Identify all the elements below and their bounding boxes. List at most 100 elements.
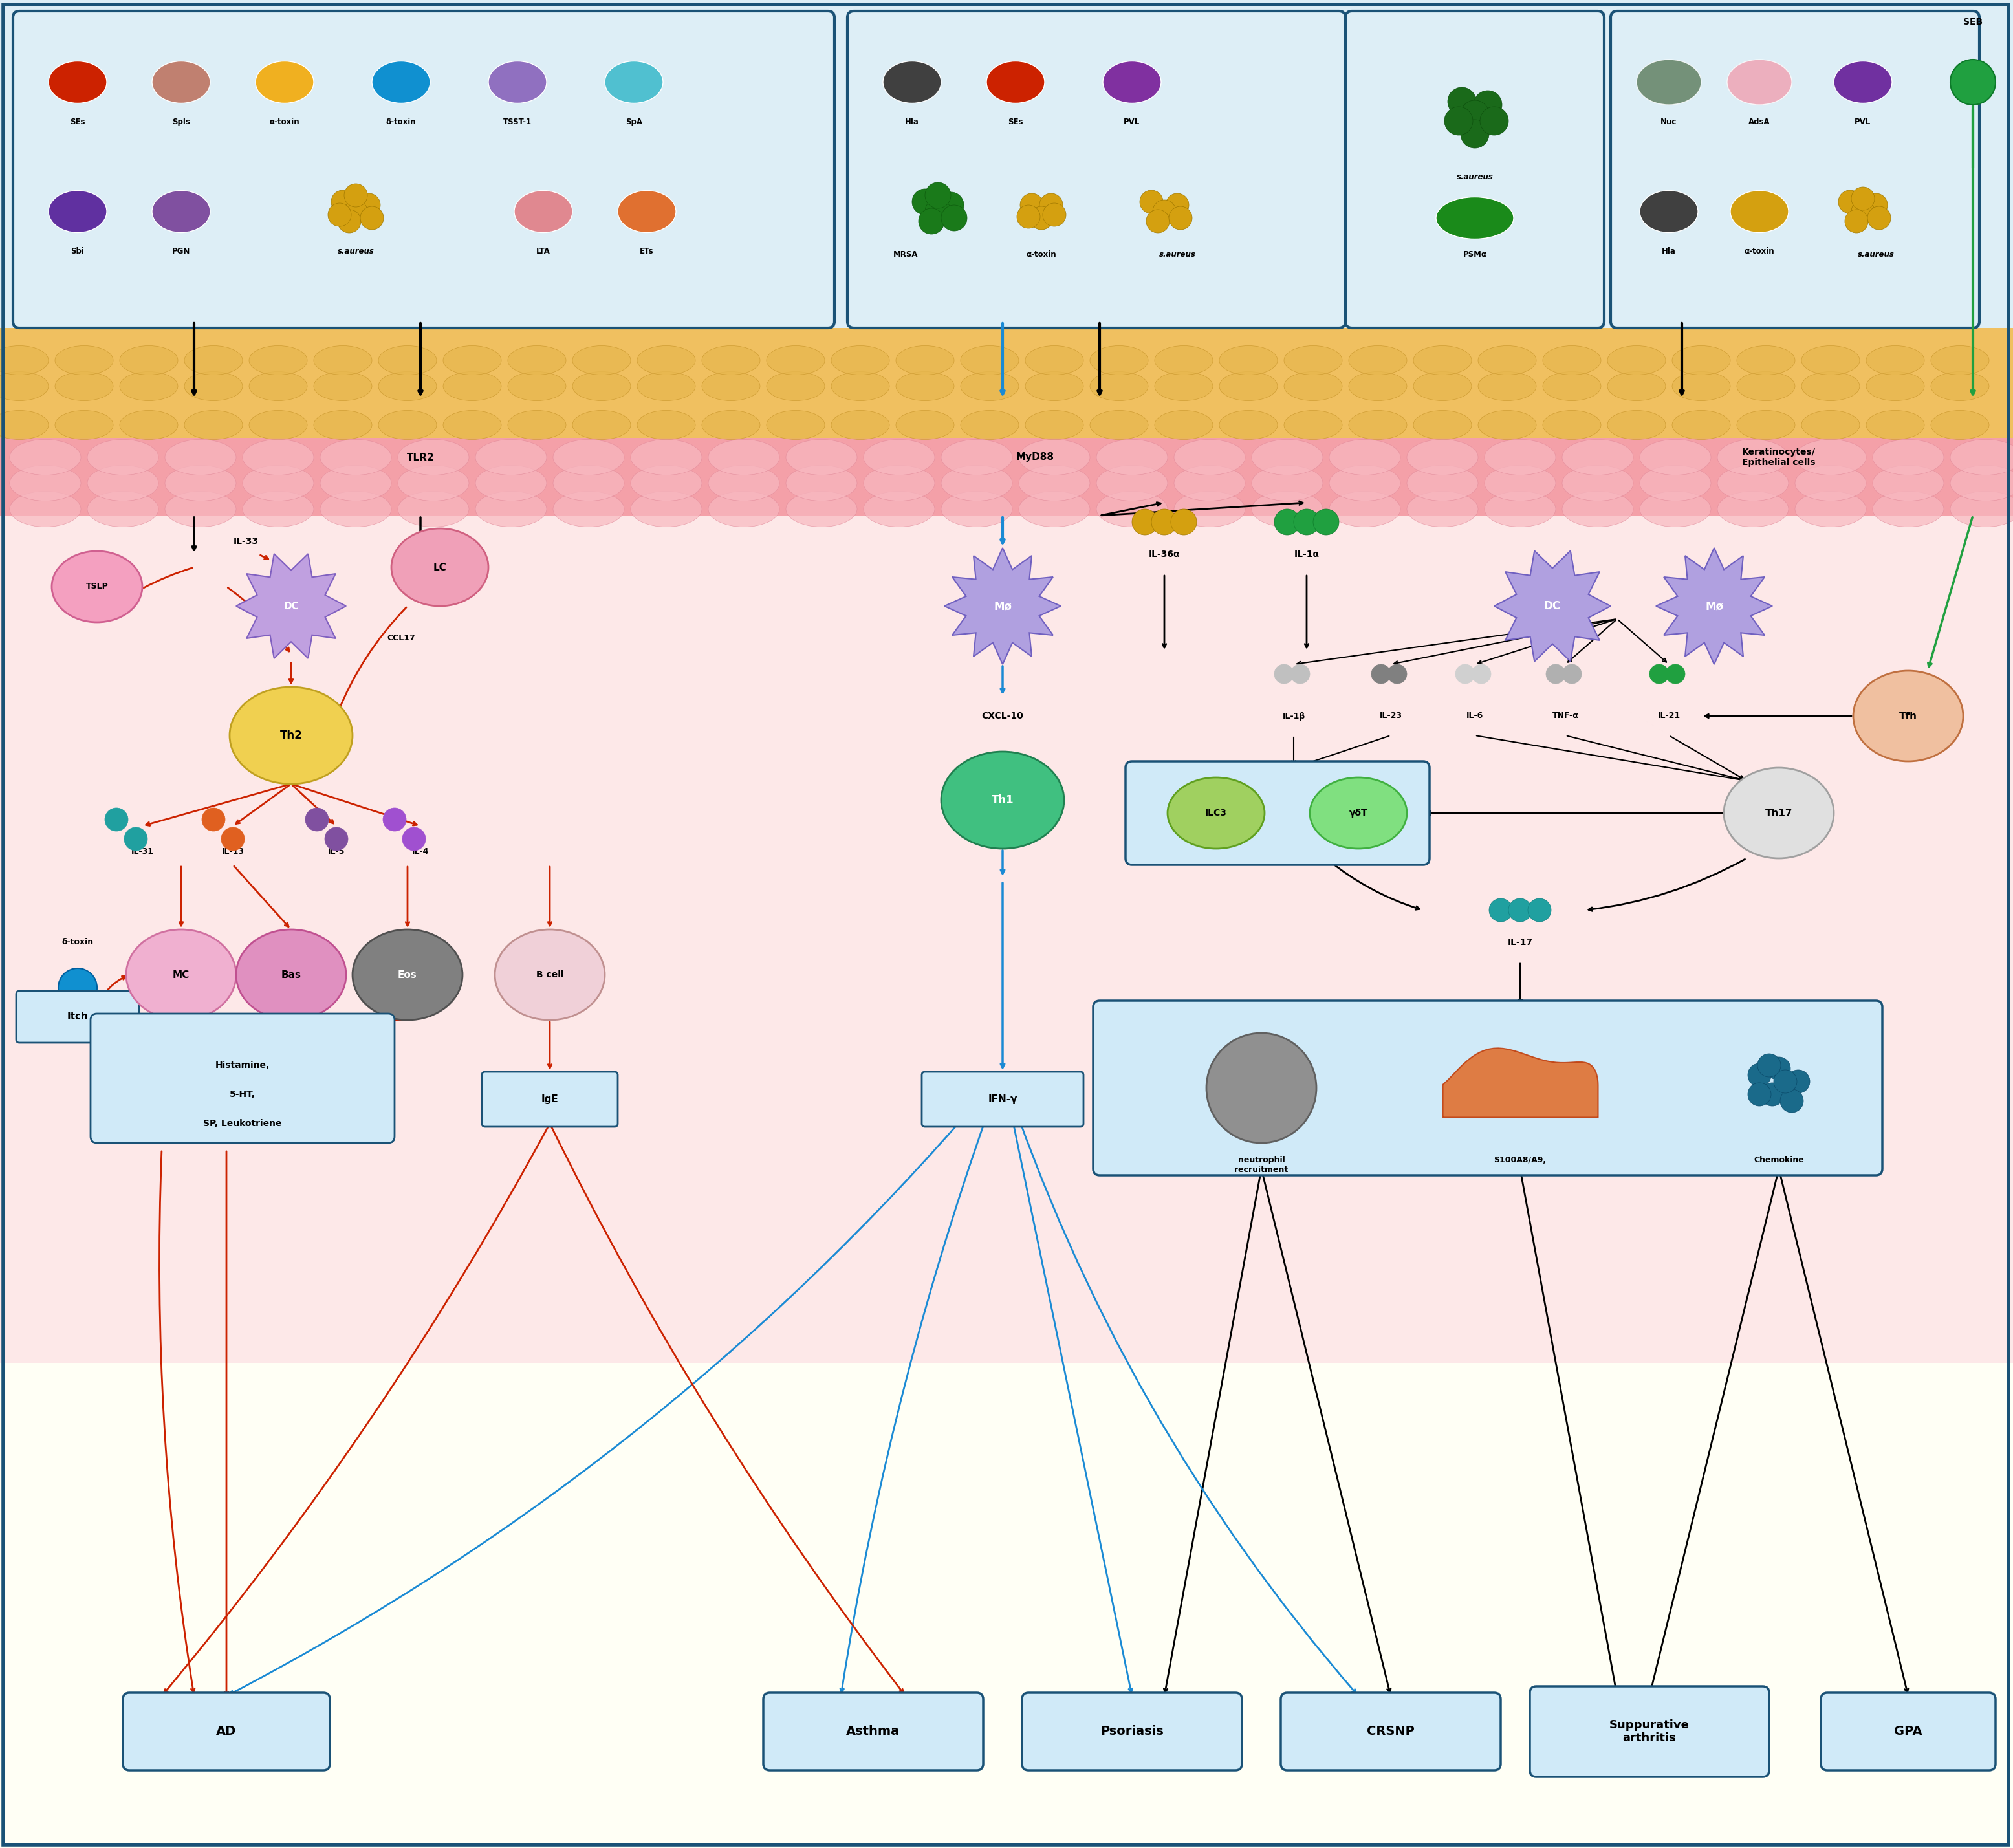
Ellipse shape — [1484, 440, 1556, 475]
Text: LTA: LTA — [535, 248, 550, 255]
Ellipse shape — [942, 440, 1013, 475]
Ellipse shape — [87, 440, 159, 475]
Ellipse shape — [767, 346, 825, 375]
Ellipse shape — [1089, 346, 1147, 375]
Circle shape — [938, 192, 964, 218]
Ellipse shape — [1723, 767, 1834, 857]
Circle shape — [1039, 194, 1063, 216]
Ellipse shape — [1089, 371, 1147, 401]
Ellipse shape — [320, 492, 391, 527]
Text: AD: AD — [215, 1726, 236, 1737]
Text: neutrophil
recruitment: neutrophil recruitment — [1234, 1155, 1288, 1173]
Ellipse shape — [119, 346, 177, 375]
FancyBboxPatch shape — [0, 327, 2013, 438]
Ellipse shape — [884, 61, 942, 103]
Ellipse shape — [831, 346, 890, 375]
FancyBboxPatch shape — [847, 11, 1345, 327]
Ellipse shape — [709, 492, 779, 527]
Circle shape — [338, 209, 360, 233]
Ellipse shape — [630, 466, 703, 501]
Ellipse shape — [495, 930, 604, 1020]
Ellipse shape — [1310, 778, 1407, 848]
Ellipse shape — [767, 371, 825, 401]
FancyBboxPatch shape — [12, 11, 835, 327]
Text: Itch: Itch — [66, 1013, 89, 1022]
Circle shape — [1480, 107, 1508, 135]
Text: α-toxin: α-toxin — [270, 118, 300, 126]
Ellipse shape — [244, 466, 314, 501]
Text: 5-HT,: 5-HT, — [229, 1090, 256, 1100]
Ellipse shape — [153, 61, 209, 103]
Ellipse shape — [1834, 61, 1892, 103]
Circle shape — [1788, 1070, 1810, 1094]
Text: Chemokine: Chemokine — [1753, 1155, 1804, 1164]
FancyBboxPatch shape — [1345, 11, 1604, 327]
Ellipse shape — [165, 492, 236, 527]
Ellipse shape — [1796, 440, 1866, 475]
Circle shape — [1838, 190, 1862, 214]
Circle shape — [1757, 1053, 1782, 1077]
Ellipse shape — [1737, 371, 1796, 401]
Circle shape — [1474, 91, 1502, 118]
Text: SEs: SEs — [1009, 118, 1023, 126]
Circle shape — [1139, 190, 1164, 214]
Text: Spls: Spls — [171, 118, 189, 126]
Circle shape — [1166, 194, 1190, 216]
Text: GPA: GPA — [1894, 1726, 1922, 1737]
Ellipse shape — [1542, 410, 1600, 440]
Circle shape — [1447, 87, 1476, 116]
Ellipse shape — [54, 410, 113, 440]
Ellipse shape — [1951, 492, 2013, 527]
Ellipse shape — [1484, 466, 1556, 501]
Ellipse shape — [1717, 466, 1788, 501]
Circle shape — [1773, 1070, 1798, 1094]
Text: PSMα: PSMα — [1463, 249, 1488, 259]
Text: Th2: Th2 — [280, 730, 302, 741]
Ellipse shape — [0, 371, 48, 401]
Ellipse shape — [1854, 671, 1963, 761]
Circle shape — [1761, 1083, 1784, 1107]
Text: CRSNP: CRSNP — [1367, 1726, 1415, 1737]
Ellipse shape — [507, 371, 566, 401]
Ellipse shape — [942, 492, 1013, 527]
Text: SEs: SEs — [70, 118, 85, 126]
Text: DC: DC — [1544, 601, 1560, 612]
Ellipse shape — [638, 371, 694, 401]
Text: SEB: SEB — [1963, 17, 1983, 26]
Ellipse shape — [1796, 466, 1866, 501]
Ellipse shape — [513, 190, 572, 233]
Ellipse shape — [443, 371, 501, 401]
Ellipse shape — [1608, 371, 1665, 401]
Text: SP, Leukotriene: SP, Leukotriene — [203, 1120, 282, 1127]
Ellipse shape — [475, 440, 548, 475]
Ellipse shape — [864, 466, 934, 501]
Ellipse shape — [896, 371, 954, 401]
Ellipse shape — [87, 492, 159, 527]
Circle shape — [1490, 898, 1512, 922]
Text: IL-4: IL-4 — [413, 848, 429, 856]
Ellipse shape — [1103, 61, 1162, 103]
Circle shape — [1387, 663, 1407, 684]
Ellipse shape — [1542, 371, 1600, 401]
Circle shape — [1445, 107, 1474, 135]
Ellipse shape — [896, 346, 954, 375]
Ellipse shape — [1637, 59, 1701, 105]
Ellipse shape — [1641, 492, 1711, 527]
Text: Keratinocytes/
Epithelial cells: Keratinocytes/ Epithelial cells — [1741, 447, 1816, 468]
Circle shape — [332, 190, 354, 214]
Ellipse shape — [709, 440, 779, 475]
Ellipse shape — [1641, 440, 1711, 475]
Circle shape — [1844, 209, 1868, 233]
Ellipse shape — [1930, 346, 1989, 375]
Circle shape — [1508, 898, 1532, 922]
Ellipse shape — [1562, 492, 1633, 527]
Circle shape — [328, 203, 350, 227]
Ellipse shape — [185, 346, 244, 375]
Ellipse shape — [443, 346, 501, 375]
Ellipse shape — [604, 61, 662, 103]
Ellipse shape — [250, 371, 308, 401]
Ellipse shape — [1407, 492, 1478, 527]
Text: Hla: Hla — [906, 118, 920, 126]
Ellipse shape — [1673, 410, 1731, 440]
Circle shape — [105, 808, 129, 832]
